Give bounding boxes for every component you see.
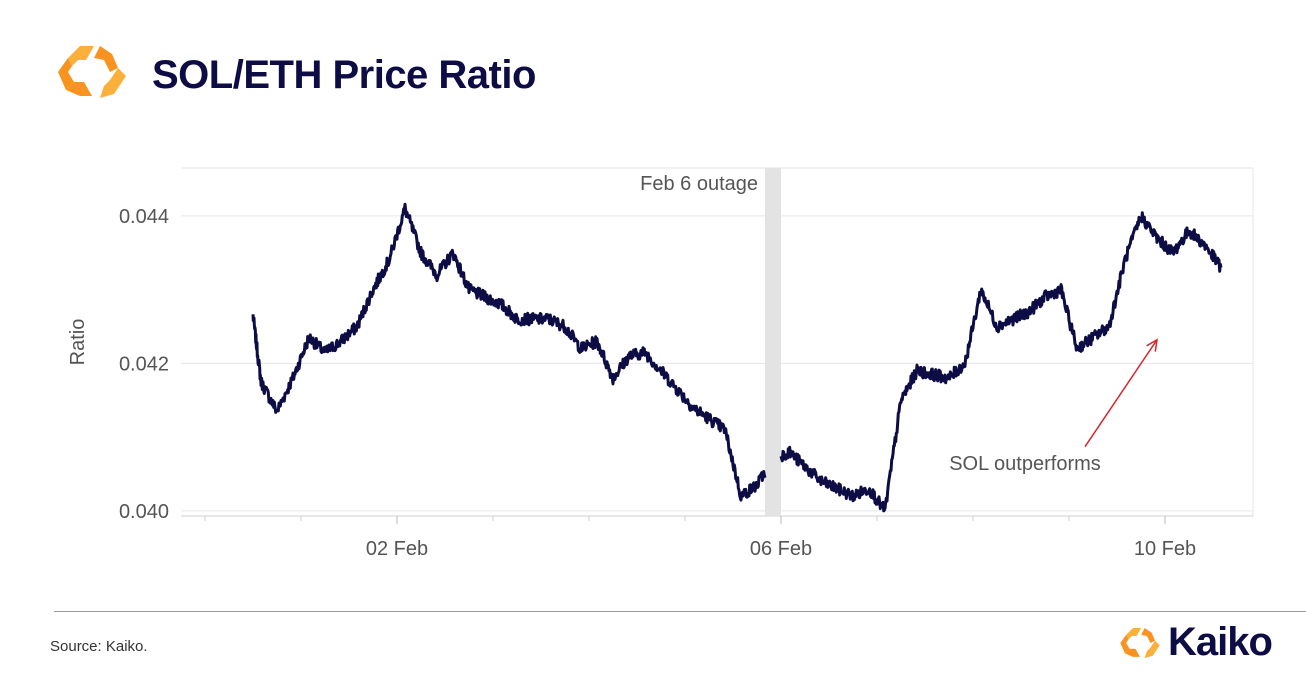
outperform-arrow (1084, 339, 1158, 448)
y-tick-label: 0.040 (119, 501, 169, 523)
footer-brand: Kaiko (1168, 620, 1273, 664)
ratio-series-line (251, 202, 1223, 513)
y-tick-label: 0.044 (119, 206, 169, 228)
outage-label: Feb 6 outage (640, 173, 758, 195)
kaiko-logo-icon (58, 46, 126, 98)
page-title: SOL/ETH Price Ratio (152, 53, 536, 97)
source-note: Source: Kaiko. (50, 638, 148, 655)
x-tick-label: 10 Feb (1134, 538, 1196, 560)
x-tick-label: 06 Feb (750, 538, 812, 560)
footer-divider (54, 611, 1306, 612)
kaiko-footer-logo-icon (1120, 627, 1160, 659)
y-axis-label: Ratio (67, 319, 89, 366)
outperform-label: SOL outperforms (949, 453, 1101, 475)
y-tick-label: 0.042 (119, 353, 169, 375)
arrow-head (1146, 338, 1158, 352)
chart: 0.040 0.042 0.044 02 Feb 06 Feb 10 Feb Ratio Fe… (67, 167, 1254, 560)
x-tick-label: 02 Feb (366, 538, 428, 560)
outage-band (765, 168, 781, 516)
